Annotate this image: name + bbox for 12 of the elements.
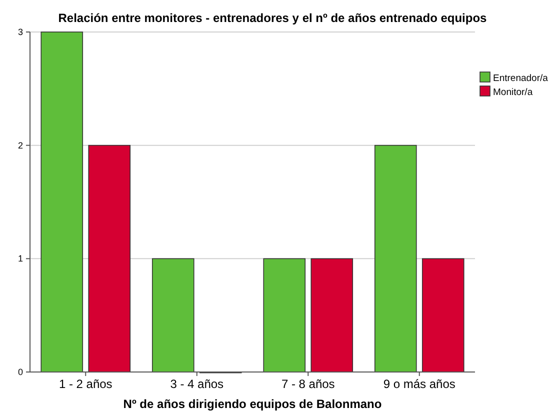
x-tick-label: 7 - 8 años <box>281 377 335 391</box>
y-tick-label: 3 <box>18 27 23 37</box>
legend-label: Entrenador/a <box>493 73 549 84</box>
x-axis-title: Nº de años dirigiendo equipos de Balonmano <box>123 397 382 411</box>
chart-title: Relación entre monitores - entrenadores y el nº de años entrenado equipos <box>58 11 488 25</box>
y-tick-label: 1 <box>18 254 23 264</box>
x-tick-label: 3 - 4 años <box>170 377 224 391</box>
y-tick-label: 0 <box>18 367 23 377</box>
x-tick-label: 1 - 2 años <box>58 377 112 391</box>
y-tick-label: 2 <box>18 140 23 150</box>
legend-label: Monitor/a <box>493 87 534 98</box>
x-tick-label: 9 o más años <box>383 377 456 391</box>
